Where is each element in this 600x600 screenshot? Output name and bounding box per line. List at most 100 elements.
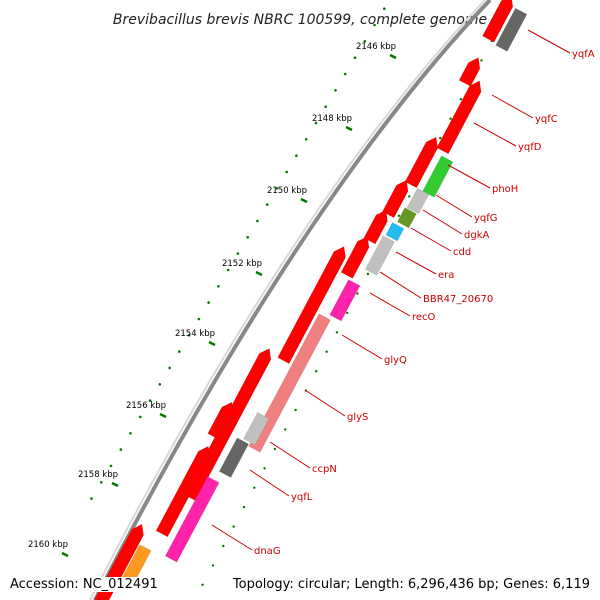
gene-label: glyS — [347, 412, 368, 423]
major-tick — [300, 197, 308, 204]
major-tick — [345, 125, 353, 132]
tick-dot — [211, 564, 215, 567]
gene-feature — [382, 179, 409, 219]
tick-dot — [253, 486, 256, 489]
kbp-label: 2150 kbp — [267, 186, 307, 196]
gene-label: glyQ — [384, 355, 407, 366]
tick-dot — [100, 481, 103, 484]
gene-feature — [458, 57, 481, 87]
tick-dot — [148, 399, 152, 402]
gene-label: dgkA — [464, 230, 489, 241]
kbp-label: 2148 kbp — [312, 114, 352, 124]
tick-dot — [129, 432, 132, 435]
tick-dot — [356, 292, 359, 295]
topology-text: Topology: circular; Length: 6,296,436 bp… — [232, 577, 590, 592]
tick-dot — [178, 350, 181, 353]
label-leader — [304, 389, 346, 417]
tick-dot — [285, 170, 289, 174]
label-leader — [269, 441, 311, 469]
gene-feature — [495, 7, 528, 52]
kbp-label: 2160 kbp — [28, 540, 68, 550]
gene-labels: yqfA yqfC yqfD phoH yqfG dgkA cdd era BBR47_2067… — [254, 49, 595, 557]
gene-feature — [363, 209, 388, 245]
major-tick — [255, 270, 263, 277]
major-tick — [208, 340, 216, 347]
tick-dot — [158, 383, 162, 386]
tick-dot — [366, 272, 370, 276]
gene-feature — [277, 246, 346, 364]
tick-dot — [295, 154, 298, 157]
label-leader — [473, 122, 517, 147]
gene-label: era — [438, 270, 454, 281]
gene-feature — [397, 207, 417, 229]
tick-dot — [273, 447, 277, 451]
backbone-arc-inner — [89, 0, 486, 600]
tick-dot — [439, 136, 442, 140]
tick-dot — [343, 72, 347, 76]
gene-feature — [243, 412, 270, 446]
gene-feature — [248, 313, 331, 453]
gene-feature — [436, 80, 482, 155]
gene-label: recO — [412, 312, 436, 323]
tick-dot — [294, 408, 297, 412]
gene-label: yqfC — [535, 114, 558, 125]
gene-feature — [329, 279, 361, 322]
tick-dot — [449, 117, 452, 120]
tick-dot — [201, 583, 204, 586]
tick-dot — [119, 448, 123, 451]
label-leader — [447, 164, 491, 189]
tick-dot — [314, 121, 318, 125]
label-leader — [369, 292, 411, 317]
tick-dot — [207, 301, 210, 304]
tick-dot — [363, 40, 367, 43]
kbp-label: 2146 kbp — [356, 42, 396, 52]
gene-label: ccpN — [312, 464, 337, 475]
tick-dot — [226, 268, 230, 272]
tick-dot — [168, 366, 171, 370]
backbone-arc — [93, 0, 492, 600]
gene-label: BBR47_20670 — [423, 294, 493, 305]
tick-dot — [256, 219, 259, 223]
gene-feature — [364, 235, 395, 276]
tick-dot — [459, 98, 462, 101]
label-leader — [422, 209, 463, 235]
label-leader — [527, 29, 571, 54]
gene-label: cdd — [453, 247, 471, 258]
tick-dot — [109, 464, 113, 468]
label-leader — [410, 227, 452, 252]
kbp-label: 2158 kbp — [78, 470, 118, 480]
label-leader — [341, 334, 383, 360]
gene-feature — [340, 236, 370, 279]
gene-label: yqfD — [518, 142, 542, 153]
tick-dot — [275, 187, 279, 190]
tick-dot — [263, 467, 266, 470]
gene-label: yqfA — [572, 49, 595, 60]
tick-dot — [139, 415, 142, 419]
genome-title: Brevibacillus brevis NBRC 100599, comple… — [113, 12, 487, 28]
gene-feature — [404, 136, 438, 189]
tick-dot — [397, 214, 401, 217]
gene-feature — [406, 187, 430, 215]
kbp-label: 2156 kbp — [126, 401, 166, 411]
gene-feature — [385, 222, 405, 242]
tick-dot — [217, 285, 220, 288]
gene-feature — [155, 445, 211, 538]
label-leader — [491, 94, 534, 119]
tick-dot — [232, 525, 235, 528]
gene-label: yqfG — [474, 213, 498, 224]
tick-dot — [353, 56, 357, 59]
kbp-label: 2154 kbp — [175, 329, 215, 339]
gene-feature — [422, 155, 454, 198]
label-leaders — [211, 29, 571, 551]
tick-dot — [222, 544, 225, 548]
label-leader — [249, 469, 290, 497]
tick-dot — [315, 370, 318, 373]
tick-dot — [373, 23, 376, 27]
tick-dot — [335, 331, 339, 334]
gene-features — [94, 0, 528, 600]
tick-dot — [242, 505, 246, 509]
tick-dot — [246, 236, 249, 239]
tick-dot — [284, 428, 287, 431]
major-tick — [61, 551, 69, 558]
